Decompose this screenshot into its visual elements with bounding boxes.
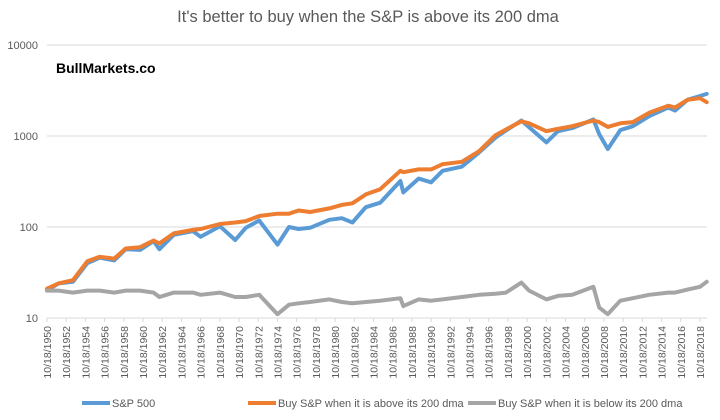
x-tick-label: 10/18/1952	[61, 326, 73, 379]
y-tick-label: 10000	[7, 40, 38, 52]
x-tick-label: 10/18/1980	[330, 326, 342, 379]
below-200dma-line	[45, 279, 709, 317]
x-tick-label: 10/18/1986	[388, 326, 400, 379]
x-tick-label: 10/18/1968	[215, 326, 227, 379]
y-axis-ticks: 10 100 1000 10000	[7, 40, 38, 325]
x-tick-label: 10/18/1956	[100, 326, 112, 379]
x-tick-label: 10/18/1962	[157, 326, 169, 379]
x-tick-label: 10/18/1950	[42, 326, 54, 379]
x-tick-label: 10/18/1988	[407, 326, 419, 379]
x-tick-label: 10/18/2008	[599, 326, 611, 379]
legend-label: S&P 500	[112, 398, 155, 410]
x-tick-label: 10/18/1954	[80, 326, 92, 379]
x-tick-label: 10/18/1960	[138, 326, 150, 379]
x-tick-label: 10/18/2016	[676, 326, 688, 379]
sp500-line	[45, 91, 709, 293]
series-lines	[45, 91, 709, 317]
legend: S&P 500 Buy S&P when it is above its 200 …	[82, 398, 683, 410]
y-tick-label: 1000	[14, 131, 38, 143]
x-tick-label: 10/18/2004	[561, 326, 573, 379]
x-tick-label: 10/18/1982	[349, 326, 361, 379]
watermark: BullMarkets.co	[56, 60, 156, 76]
x-tick-label: 10/18/2006	[580, 326, 592, 379]
x-tick-label: 10/18/2012	[637, 326, 649, 379]
above-200dma-line	[45, 96, 709, 291]
x-tick-label: 10/18/1976	[292, 326, 304, 379]
legend-item-above-200dma: Buy S&P when it is above its 200 dma	[248, 398, 465, 410]
gridlines	[47, 44, 707, 228]
x-tick-label: 10/18/2010	[618, 326, 630, 379]
x-tick-label: 10/18/2018	[695, 326, 707, 379]
x-tick-label: 10/18/1992	[445, 326, 457, 379]
x-tick-label: 10/18/2002	[541, 326, 553, 379]
x-tick-label: 10/18/1958	[119, 326, 131, 379]
y-tick-label: 100	[20, 222, 38, 234]
x-tick-label: 10/18/2000	[522, 326, 534, 379]
y-tick-label: 10	[26, 313, 38, 325]
x-tick-label: 10/18/1998	[503, 326, 515, 379]
x-tick-label: 10/18/2014	[657, 326, 669, 379]
x-tick-label: 10/18/1994	[465, 326, 477, 379]
legend-label: Buy S&P when it is below its 200 dma	[498, 398, 683, 410]
x-tick-label: 10/18/1970	[234, 326, 246, 379]
x-axis: 10/18/1950 10/18/1952 10/18/1954 10/18/1956…	[42, 317, 707, 379]
x-tick-label: 10/18/1996	[484, 326, 496, 379]
legend-item-sp500: S&P 500	[82, 398, 155, 410]
x-tick-label: 10/18/1984	[369, 326, 381, 379]
x-tick-label: 10/18/1966	[196, 326, 208, 379]
x-tick-label: 10/18/1972	[253, 326, 265, 379]
legend-label: Buy S&P when it is above its 200 dma	[278, 398, 465, 410]
x-tick-label: 10/18/1978	[311, 326, 323, 379]
legend-item-below-200dma: Buy S&P when it is below its 200 dma	[468, 398, 683, 410]
x-tick-label: 10/18/1974	[272, 326, 284, 379]
chart-title: It's better to buy when the S&P is above…	[177, 8, 559, 26]
x-tick-label: 10/18/1964	[176, 326, 188, 379]
x-tick-label: 10/18/1990	[426, 326, 438, 379]
